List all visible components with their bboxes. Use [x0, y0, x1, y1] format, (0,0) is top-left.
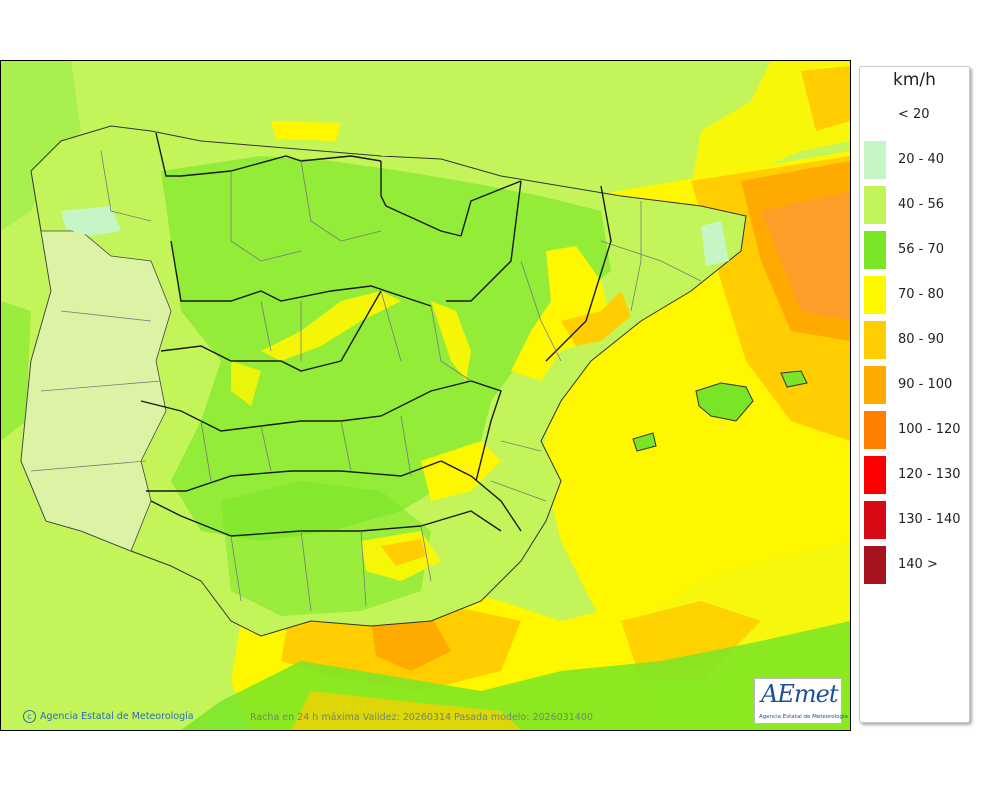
cantabric-band — [271, 121, 341, 141]
map-credit: c Agencia Estatal de Meteorología — [23, 710, 194, 723]
galicia-calm — [61, 206, 121, 236]
legend-swatch — [864, 186, 886, 224]
alboran-zone — [371, 616, 451, 671]
logo-wordmark: AEmet — [761, 680, 838, 708]
legend-swatch — [864, 546, 886, 584]
mediterranean-zone — [621, 601, 761, 681]
legend-item: 56 - 70 — [864, 230, 968, 270]
logo-tagline: Agencia Estatal de Meteorología — [759, 714, 848, 720]
legend-panel: km/h < 20 20 - 40 40 - 56 56 - 70 70 - 80 80 … — [859, 66, 970, 723]
legend-label: 120 - 130 — [898, 467, 961, 482]
legend-swatch — [864, 366, 886, 404]
map-caption: Racha en 24 h máxima Validez: 20260314 P… — [250, 712, 593, 723]
legend-item: 120 - 130 — [864, 455, 968, 495]
legend-label: 70 - 80 — [898, 287, 945, 302]
legend-item: 100 - 120 — [864, 410, 968, 450]
legend-item: 80 - 90 — [864, 320, 968, 360]
legend-swatch — [864, 276, 886, 314]
legend-item: 40 - 56 — [864, 185, 968, 225]
legend-item: 90 - 100 — [864, 365, 968, 405]
legend-swatch — [864, 411, 886, 449]
band — [231, 361, 261, 406]
interior-zone — [161, 156, 611, 541]
legend-item: < 20 — [864, 95, 968, 135]
north-africa-land — [291, 691, 521, 730]
legend-swatch — [864, 456, 886, 494]
legend-swatch — [864, 96, 886, 134]
wind-gust-map: c Agencia Estatal de Meteorología Racha … — [0, 60, 851, 731]
mediterranean-zone — [761, 191, 850, 321]
legend-item: 70 - 80 — [864, 275, 968, 315]
catalonia-calm — [701, 221, 729, 266]
legend-label: 100 - 120 — [898, 422, 961, 437]
atlantic-zone — [1, 301, 31, 441]
south-zone — [221, 481, 431, 616]
gulf-zone — [801, 66, 850, 131]
eastern-band — [511, 246, 611, 381]
legend-label: < 20 — [898, 107, 930, 122]
legend-label: 140 > — [898, 557, 938, 572]
menorca — [780, 370, 808, 388]
legend-item: 140 > — [864, 545, 968, 585]
sistema-central-band — [261, 291, 401, 361]
legend-label: 56 - 70 — [898, 242, 945, 257]
mallorca — [695, 382, 754, 422]
ibiza — [632, 432, 657, 452]
atlantic-zone — [1, 61, 81, 231]
legend-swatch — [864, 321, 886, 359]
legend-label: 90 - 100 — [898, 377, 953, 392]
legend-label: 80 - 90 — [898, 332, 945, 347]
map-canvas — [1, 61, 850, 730]
province-borders — [30, 150, 702, 612]
legend-swatch — [864, 231, 886, 269]
legend-label: 130 - 140 — [898, 512, 961, 527]
portugal — [20, 230, 172, 552]
legend-label: 20 - 40 — [898, 152, 945, 167]
iberico-band — [431, 301, 471, 381]
legend-label: 40 - 56 — [898, 197, 945, 212]
credit-text: Agencia Estatal de Meteorología — [40, 711, 194, 722]
legend-swatch — [864, 141, 886, 179]
legend-swatch — [864, 501, 886, 539]
legend-item: 130 - 140 — [864, 500, 968, 540]
copyright-icon: c — [23, 710, 36, 723]
eastern-band — [561, 291, 631, 346]
legend-item: 20 - 40 — [864, 140, 968, 180]
betic-band — [381, 539, 426, 566]
legend-title: km/h — [893, 70, 936, 90]
aemet-logo: AEmet Agencia Estatal de Meteorología — [754, 678, 848, 724]
region-borders — [140, 132, 612, 537]
